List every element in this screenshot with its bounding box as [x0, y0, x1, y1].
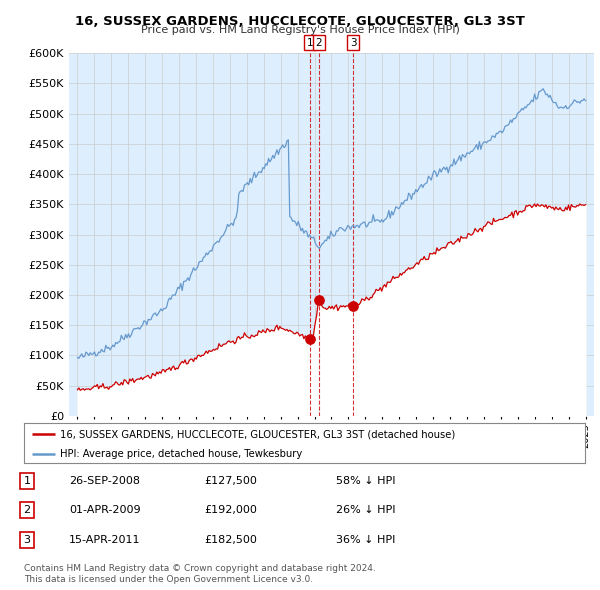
- Text: 2: 2: [316, 38, 322, 48]
- Text: 16, SUSSEX GARDENS, HUCCLECOTE, GLOUCESTER, GL3 3ST: 16, SUSSEX GARDENS, HUCCLECOTE, GLOUCEST…: [75, 15, 525, 28]
- Point: [305, 334, 315, 343]
- Text: £127,500: £127,500: [204, 476, 257, 486]
- Text: 3: 3: [350, 38, 356, 48]
- Text: 2: 2: [23, 506, 31, 515]
- Text: £192,000: £192,000: [204, 506, 257, 515]
- Text: 15-APR-2011: 15-APR-2011: [69, 535, 140, 545]
- Text: £182,500: £182,500: [204, 535, 257, 545]
- Point: [314, 295, 323, 304]
- Text: 26-SEP-2008: 26-SEP-2008: [69, 476, 140, 486]
- Text: 1: 1: [23, 476, 31, 486]
- Text: 16, SUSSEX GARDENS, HUCCLECOTE, GLOUCESTER, GL3 3ST (detached house): 16, SUSSEX GARDENS, HUCCLECOTE, GLOUCEST…: [61, 430, 456, 440]
- Text: 26% ↓ HPI: 26% ↓ HPI: [336, 506, 395, 515]
- Text: 01-APR-2009: 01-APR-2009: [69, 506, 140, 515]
- Text: 36% ↓ HPI: 36% ↓ HPI: [336, 535, 395, 545]
- Text: Contains HM Land Registry data © Crown copyright and database right 2024.: Contains HM Land Registry data © Crown c…: [24, 565, 376, 573]
- Text: 1: 1: [307, 38, 313, 48]
- Text: 58% ↓ HPI: 58% ↓ HPI: [336, 476, 395, 486]
- Text: This data is licensed under the Open Government Licence v3.0.: This data is licensed under the Open Gov…: [24, 575, 313, 584]
- Text: HPI: Average price, detached house, Tewkesbury: HPI: Average price, detached house, Tewk…: [61, 450, 303, 460]
- Text: 3: 3: [23, 535, 31, 545]
- Point: [349, 301, 358, 310]
- Text: Price paid vs. HM Land Registry's House Price Index (HPI): Price paid vs. HM Land Registry's House …: [140, 25, 460, 35]
